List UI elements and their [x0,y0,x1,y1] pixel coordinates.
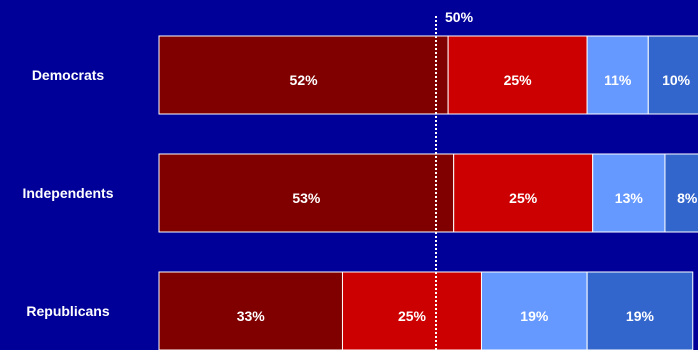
category-label-democrats: Democrats [32,67,105,83]
data-label-republicans-2: 25% [398,308,427,324]
data-label-independents-3: 13% [615,190,644,206]
bar-segment-republicans-3 [480,271,588,350]
data-label-republicans-3: 19% [520,308,549,324]
bar-segment-independents-1 [158,153,455,233]
data-label-independents-1: 53% [292,190,321,206]
bar-segment-independents-2 [453,153,594,233]
bar-segment-independents-4 [664,153,698,233]
data-label-independents-2: 25% [509,190,538,206]
category-label-independents: Independents [22,185,113,201]
data-label-republicans-4: 19% [626,308,655,324]
bar-segment-democrats-1 [158,35,449,115]
data-label-democrats-1: 52% [290,72,319,88]
bar-segment-independents-3 [592,153,666,233]
category-labels: Democrats Independents Republicans [22,67,113,319]
data-label-republicans-1: 33% [237,308,266,324]
reference-line-label: 50% [445,9,474,25]
data-label-independents-4: 8% [677,190,698,206]
bar-segment-democrats-4 [647,35,698,115]
reference-line-group: 50% [435,9,474,350]
segment-labels: 52% 25% 11% 10% 53% 25% 13% 8% 33% 25% 19% 19% [237,72,698,324]
bar-segment-republicans-1 [158,271,343,350]
bar-segment-democrats-2 [447,35,588,115]
data-label-democrats-2: 25% [504,72,533,88]
category-label-republicans: Republicans [26,303,109,319]
data-label-democrats-4: 10% [662,72,691,88]
bars [158,35,698,350]
data-label-democrats-3: 11% [604,72,632,88]
bar-segment-republicans-4 [586,271,694,350]
